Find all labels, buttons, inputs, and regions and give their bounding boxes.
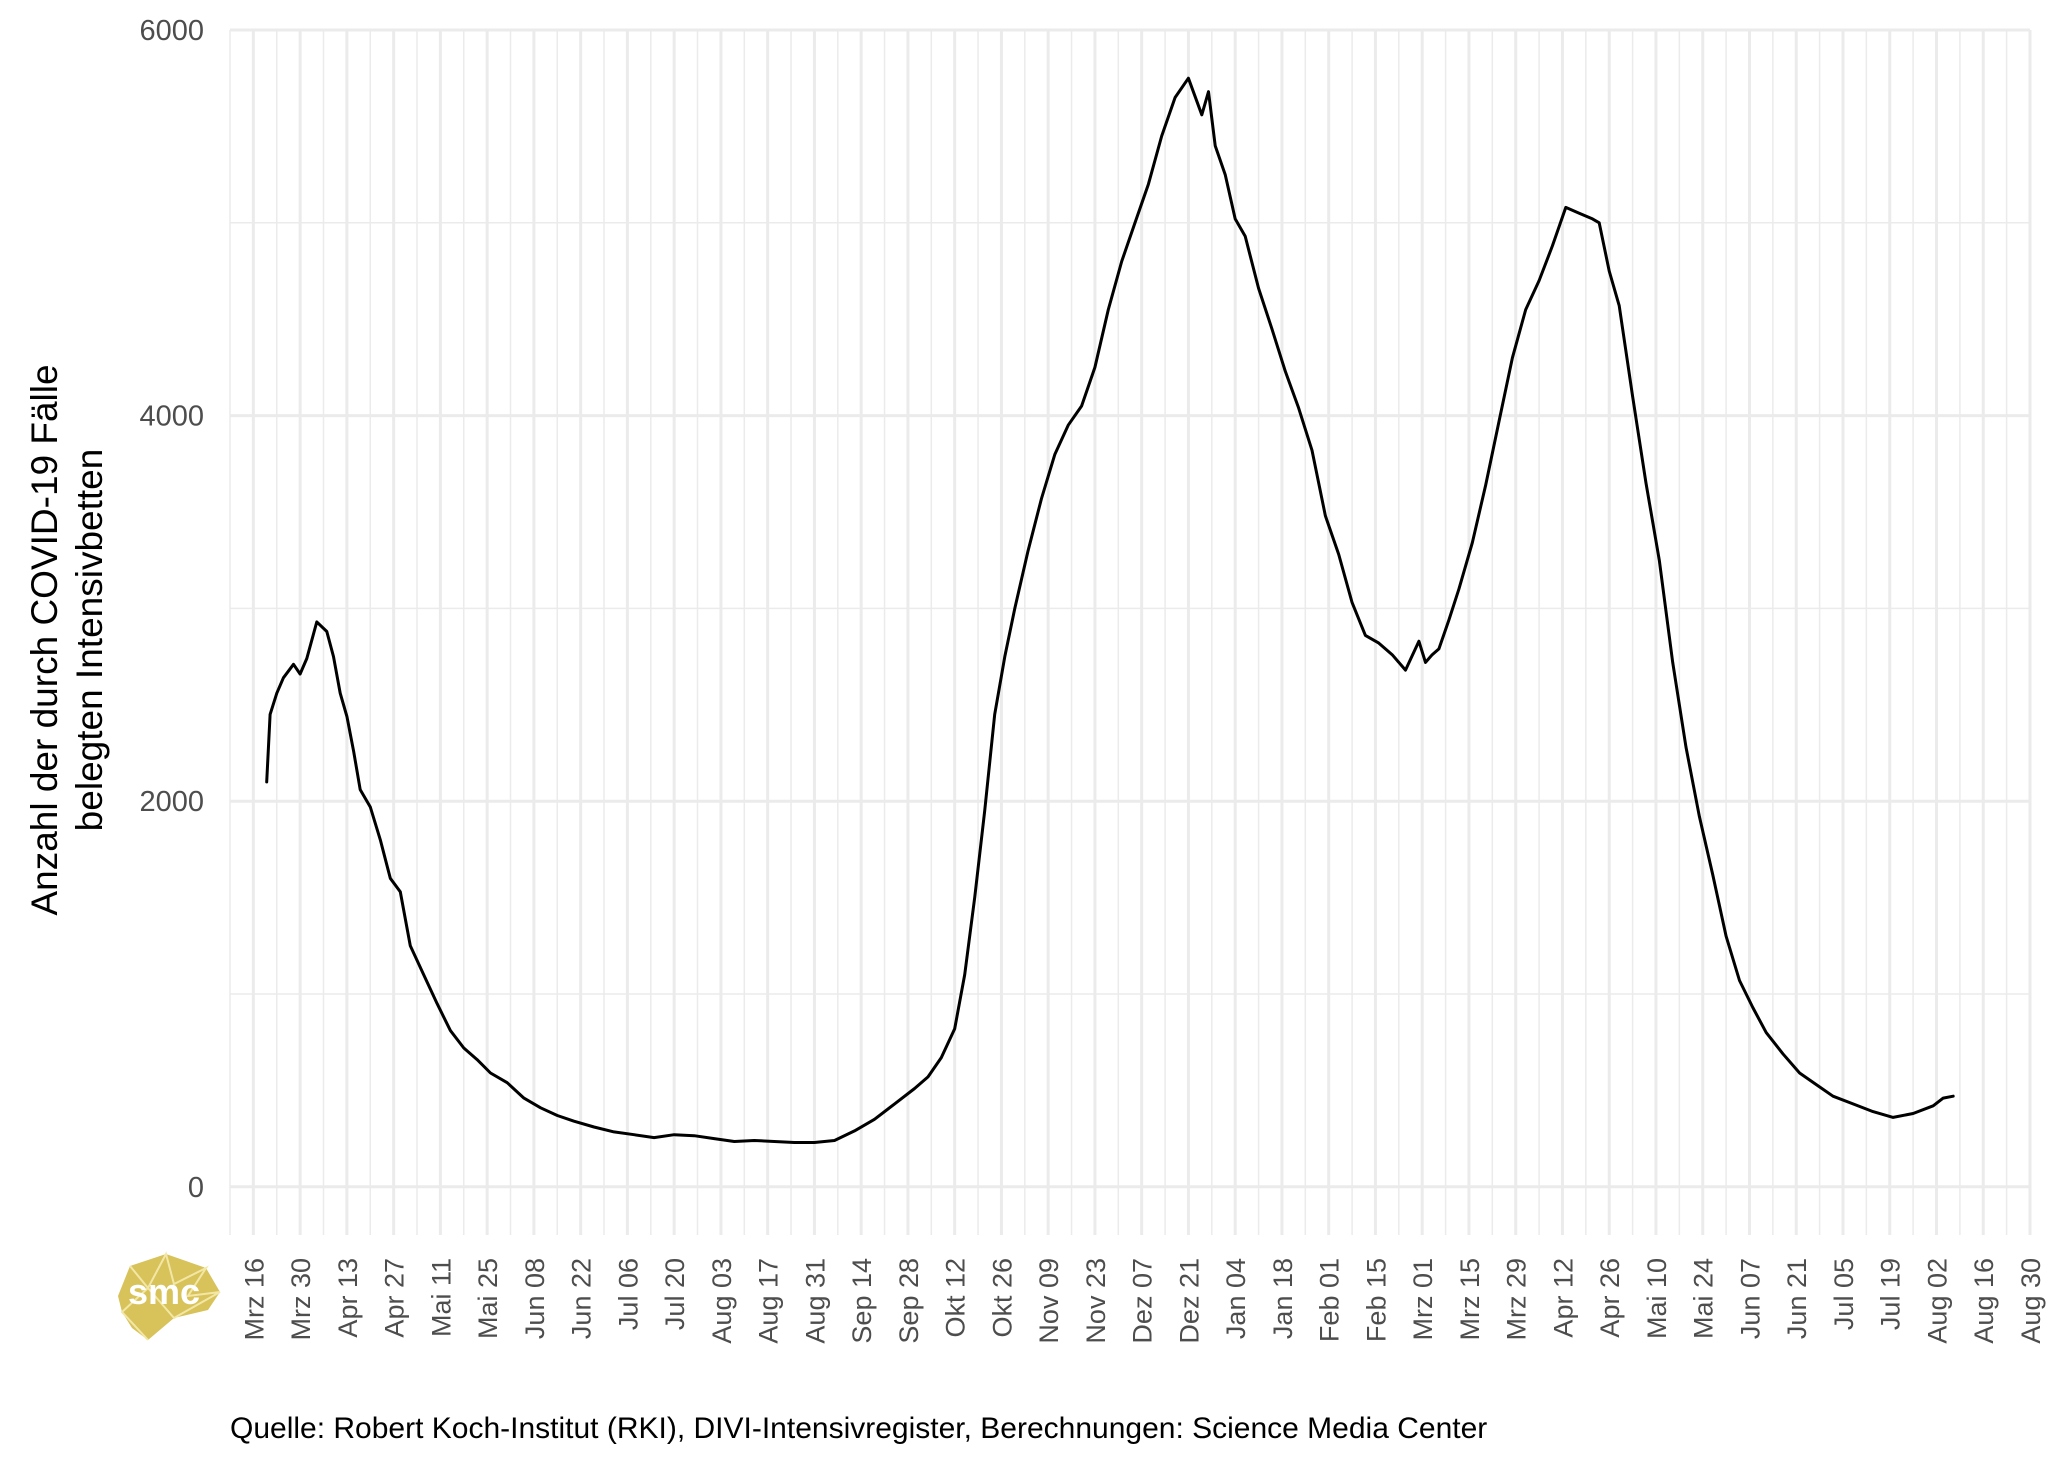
x-tick-label: Okt 12 bbox=[941, 1258, 971, 1338]
x-tick-label: Dez 07 bbox=[1128, 1258, 1158, 1344]
x-tick-label: Okt 26 bbox=[987, 1258, 1017, 1338]
x-tick-label: Sep 28 bbox=[894, 1258, 924, 1344]
x-tick-label: Jul 19 bbox=[1876, 1258, 1906, 1330]
x-tick-label: Mrz 30 bbox=[286, 1258, 316, 1341]
x-tick-label: Nov 09 bbox=[1034, 1258, 1064, 1344]
x-tick-label: Aug 02 bbox=[1922, 1258, 1952, 1344]
x-tick-label: Apr 26 bbox=[1595, 1258, 1625, 1338]
x-tick-labels: Mrz 16 Mrz 30 Apr 13 Apr 27 Mai 11 Mai 25 Jun … bbox=[239, 1258, 2046, 1344]
x-tick-label: Jan 18 bbox=[1268, 1258, 1298, 1339]
x-tick-label: Nov 23 bbox=[1081, 1258, 1111, 1344]
x-tick-label: Jul 05 bbox=[1829, 1258, 1859, 1330]
x-tick-label: Aug 03 bbox=[707, 1258, 737, 1344]
x-tick-label: Mrz 16 bbox=[239, 1258, 269, 1341]
y-tick-label: 2000 bbox=[139, 786, 204, 818]
series-line bbox=[265, 76, 1955, 1144]
y-axis-label-line-1: Anzahl der durch COVID-19 Fälle bbox=[24, 364, 65, 915]
x-tick-label: Apr 27 bbox=[380, 1258, 410, 1338]
x-tick-label: Jul 20 bbox=[660, 1258, 690, 1330]
svg-text:smc: smc bbox=[128, 1271, 200, 1312]
x-tick-label: Mai 11 bbox=[426, 1258, 456, 1337]
x-tick-label: Aug 17 bbox=[754, 1258, 784, 1344]
x-tick-label: Aug 31 bbox=[800, 1258, 830, 1344]
y-tick-label: 0 bbox=[188, 1172, 204, 1204]
major-gridlines bbox=[230, 28, 2032, 1235]
x-tick-label: Aug 30 bbox=[2016, 1258, 2046, 1344]
x-tick-label: Feb 01 bbox=[1315, 1258, 1345, 1342]
minor-gridlines bbox=[229, 30, 2030, 1235]
x-tick-label: Mai 10 bbox=[1642, 1258, 1672, 1339]
x-tick-label: Apr 13 bbox=[333, 1258, 363, 1338]
y-axis-label-line-2: belegten Intensivbetten bbox=[69, 449, 110, 832]
x-tick-label: Mai 24 bbox=[1689, 1258, 1719, 1339]
x-tick-label: Mrz 01 bbox=[1408, 1258, 1438, 1341]
y-tick-label: 6000 bbox=[139, 15, 204, 47]
x-tick-label: Aug 16 bbox=[1969, 1258, 1999, 1344]
source-caption: Quelle: Robert Koch-Institut (RKI), DIVI… bbox=[230, 1412, 1488, 1445]
x-tick-label: Apr 12 bbox=[1548, 1258, 1578, 1338]
x-tick-label: Feb 15 bbox=[1361, 1258, 1391, 1342]
x-tick-label: Jul 06 bbox=[613, 1258, 643, 1330]
x-tick-label: Jun 08 bbox=[520, 1258, 550, 1339]
x-tick-label: Mrz 29 bbox=[1502, 1258, 1532, 1341]
x-tick-label: Mrz 15 bbox=[1455, 1258, 1485, 1341]
x-tick-label: Jun 07 bbox=[1735, 1258, 1765, 1339]
x-tick-label: Jan 04 bbox=[1221, 1258, 1251, 1339]
x-tick-label: Jun 21 bbox=[1782, 1258, 1812, 1339]
series-layer bbox=[265, 76, 1955, 1144]
smc-logo-icon: smc bbox=[118, 1251, 221, 1341]
y-tick-labels: 0 2000 4000 6000 bbox=[139, 15, 204, 1204]
y-tick-label: 4000 bbox=[139, 401, 204, 433]
x-tick-label: Dez 21 bbox=[1174, 1258, 1204, 1344]
x-tick-label: Mai 25 bbox=[473, 1258, 503, 1339]
x-tick-label: Jun 22 bbox=[567, 1258, 597, 1339]
smc-logo: smc bbox=[108, 1248, 228, 1353]
x-tick-label: Sep 14 bbox=[847, 1258, 877, 1344]
